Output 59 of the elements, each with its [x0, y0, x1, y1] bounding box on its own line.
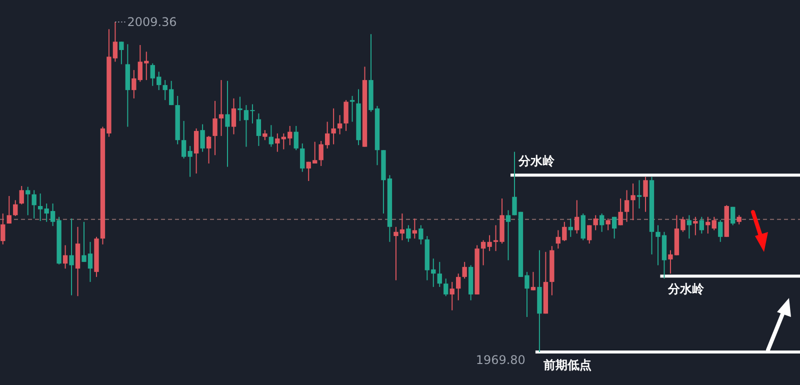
candlestick	[456, 273, 461, 301]
candlestick	[32, 190, 36, 220]
candlestick	[450, 281, 454, 311]
candlestick	[268, 124, 274, 148]
candlestick	[418, 224, 424, 245]
candlestick	[444, 278, 448, 297]
candlestick	[13, 200, 18, 217]
candlestick	[686, 214, 692, 240]
candlestick	[587, 224, 592, 244]
candlestick	[206, 135, 212, 164]
candlestick	[506, 210, 511, 261]
candlestick	[618, 198, 623, 226]
candlestick	[462, 261, 467, 280]
candlestick	[200, 124, 205, 152]
candlestick	[262, 130, 268, 141]
candlestick	[699, 216, 704, 234]
candlestick	[580, 213, 586, 241]
candlestick	[712, 216, 716, 231]
ref-line-label: 前期低点	[542, 358, 592, 372]
candlestick	[600, 213, 604, 232]
candlestick	[593, 214, 598, 231]
ref-line-label: 分水岭	[667, 282, 706, 296]
candlestick	[437, 261, 442, 288]
candlestick	[643, 176, 648, 212]
candlestick	[344, 100, 348, 132]
candlestick	[256, 112, 262, 146]
candlestick	[718, 220, 723, 242]
candlestick	[630, 182, 636, 221]
candlestick	[730, 206, 736, 226]
candlestick	[624, 190, 630, 222]
text: 1969.80	[476, 353, 526, 367]
annotation: 2009.36	[127, 15, 177, 29]
candlestick	[412, 218, 418, 240]
candlestick	[62, 244, 68, 270]
candlestick	[337, 114, 342, 135]
ref-line-label: 分水岭	[517, 154, 556, 168]
candlestick	[26, 186, 30, 216]
candlestick	[636, 180, 642, 210]
candlestick	[194, 128, 199, 174]
candlestick	[212, 100, 218, 156]
candlestick	[606, 218, 610, 231]
candlestick	[69, 218, 74, 296]
candlestick	[406, 224, 411, 242]
candlestick	[19, 186, 24, 205]
candlestick	[231, 98, 236, 135]
candlestick	[119, 41, 124, 65]
candlestick	[693, 216, 698, 236]
candlestick	[294, 125, 298, 151]
candlestick	[238, 96, 242, 122]
candlestick	[331, 108, 336, 145]
candlestick	[612, 216, 617, 240]
candlestick	[6, 196, 12, 224]
candlestick	[736, 214, 742, 225]
candlestick	[574, 200, 580, 234]
candlestick	[530, 271, 536, 291]
candlestick	[225, 80, 230, 168]
candlestick	[0, 213, 6, 245]
candlestick	[218, 80, 224, 136]
candlestick	[300, 142, 305, 172]
